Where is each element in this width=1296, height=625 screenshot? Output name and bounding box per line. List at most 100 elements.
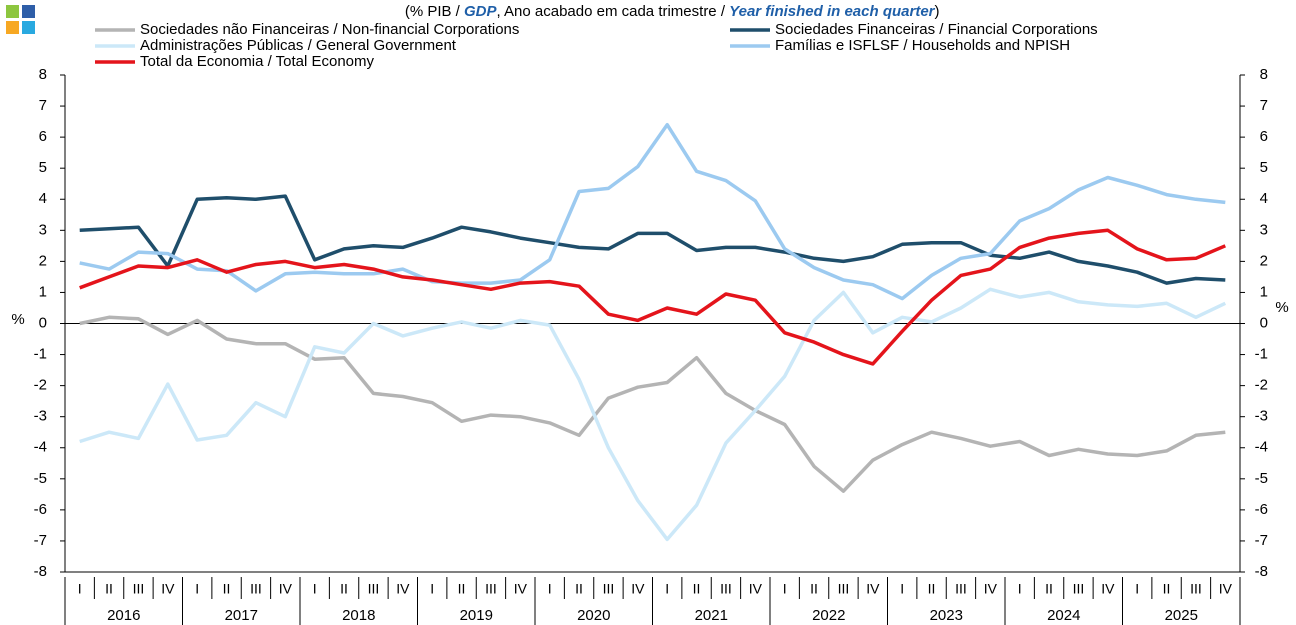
x-tick-label: III	[838, 581, 850, 597]
year-label: 2025	[1165, 607, 1198, 624]
year-label: 2023	[930, 607, 963, 624]
series-line	[79, 122, 1226, 301]
y2-tick-label: -7	[1255, 532, 1268, 549]
x-tick-label: IV	[161, 581, 175, 597]
y2-tick-label: -8	[1255, 563, 1268, 580]
x-tick-label: IV	[1101, 581, 1115, 597]
y2-tick-label: -3	[1255, 408, 1268, 425]
y2-tick-label: 5	[1260, 159, 1268, 176]
x-tick-label: I	[1135, 581, 1139, 597]
y-tick-label: 8	[39, 66, 47, 83]
x-tick-label: I	[900, 581, 904, 597]
x-tick-label: III	[955, 581, 967, 597]
y-tick-label: 2	[39, 252, 47, 269]
year-label: 2020	[577, 607, 610, 624]
y2-tick-label: 4	[1260, 190, 1268, 207]
legend-label: Sociedades não Financeiras / Non-financi…	[140, 21, 519, 38]
x-tick-label: IV	[866, 581, 880, 597]
year-label: 2022	[812, 607, 845, 624]
series-line	[79, 287, 1227, 542]
x-tick-label: I	[548, 581, 552, 597]
y-tick-label: -4	[34, 439, 47, 456]
y-tick-label: 3	[39, 221, 47, 238]
x-tick-label: II	[105, 581, 113, 597]
y-axis-label: %	[11, 311, 24, 328]
x-tick-label: III	[250, 581, 262, 597]
x-tick-label: III	[720, 581, 732, 597]
y2-tick-label: 0	[1260, 314, 1268, 331]
y-tick-label: -5	[34, 470, 47, 487]
year-label: 2018	[342, 607, 375, 624]
x-tick-label: II	[458, 581, 466, 597]
y-tick-label: -8	[34, 563, 47, 580]
y2-tick-label: -5	[1255, 470, 1268, 487]
y-tick-label: -1	[34, 346, 47, 363]
x-tick-label: I	[665, 581, 669, 597]
series-line	[79, 315, 1226, 493]
x-tick-label: IV	[279, 581, 293, 597]
x-tick-label: I	[1018, 581, 1022, 597]
x-tick-label: II	[1163, 581, 1171, 597]
x-tick-label: III	[1190, 581, 1202, 597]
y2-tick-label: -4	[1255, 439, 1268, 456]
x-tick-label: IV	[1219, 581, 1233, 597]
y-tick-label: 0	[39, 314, 47, 331]
x-tick-label: II	[928, 581, 936, 597]
x-tick-label: IV	[514, 581, 528, 597]
y-tick-label: -6	[34, 501, 47, 518]
y-tick-label: 1	[39, 283, 47, 300]
x-tick-label: II	[223, 581, 231, 597]
y2-tick-label: 3	[1260, 221, 1268, 238]
x-tick-label: II	[1045, 581, 1053, 597]
x-tick-label: IV	[631, 581, 645, 597]
subtitle-part: GDP	[464, 3, 498, 20]
x-tick-label: I	[783, 581, 787, 597]
x-tick-label: III	[603, 581, 615, 597]
subtitle-part: )	[935, 3, 940, 20]
year-label: 2021	[695, 607, 728, 624]
legend-label: Total da Economia / Total Economy	[140, 53, 375, 70]
y2-tick-label: 2	[1260, 252, 1268, 269]
x-tick-label: IV	[749, 581, 763, 597]
x-tick-label: III	[1073, 581, 1085, 597]
y2-tick-label: -6	[1255, 501, 1268, 518]
x-tick-label: III	[133, 581, 145, 597]
y-tick-label: -7	[34, 532, 47, 549]
x-tick-label: II	[575, 581, 583, 597]
x-tick-label: IV	[396, 581, 410, 597]
y2-axis-label: %	[1275, 299, 1288, 316]
y2-tick-label: 8	[1260, 66, 1268, 83]
x-tick-label: IV	[984, 581, 998, 597]
y-tick-label: -3	[34, 408, 47, 425]
year-label: 2016	[107, 607, 140, 624]
legend-label: Famílias e ISFLSF / Households and NPISH	[775, 37, 1070, 54]
year-label: 2017	[225, 607, 258, 624]
x-tick-label: I	[430, 581, 434, 597]
logo	[6, 5, 35, 34]
x-tick-label: I	[195, 581, 199, 597]
subtitle-part: Year finished in each quarter	[729, 3, 936, 20]
legend-label: Sociedades Financeiras / Financial Corpo…	[775, 21, 1098, 38]
chart-subtitle: (% PIB / GDP, Ano acabado em cada trimes…	[384, 3, 952, 20]
x-tick-label: III	[485, 581, 497, 597]
x-tick-label: I	[78, 581, 82, 597]
y2-tick-label: 1	[1260, 283, 1268, 300]
legend-label: Administrações Públicas / General Govern…	[140, 37, 457, 54]
y2-tick-label: 7	[1260, 97, 1268, 114]
x-tick-label: II	[693, 581, 701, 597]
y-tick-label: 4	[39, 190, 47, 207]
y-tick-label: 7	[39, 97, 47, 114]
year-label: 2024	[1047, 607, 1080, 624]
series-line	[79, 194, 1226, 285]
y-tick-label: 5	[39, 159, 47, 176]
x-tick-label: II	[340, 581, 348, 597]
y2-tick-label: -2	[1255, 377, 1268, 394]
x-tick-label: I	[313, 581, 317, 597]
y2-tick-label: -1	[1255, 346, 1268, 363]
y-tick-label: -2	[34, 377, 47, 394]
y-tick-label: 6	[39, 128, 47, 145]
x-tick-label: III	[368, 581, 380, 597]
y2-tick-label: 6	[1260, 128, 1268, 145]
year-label: 2019	[460, 607, 493, 624]
